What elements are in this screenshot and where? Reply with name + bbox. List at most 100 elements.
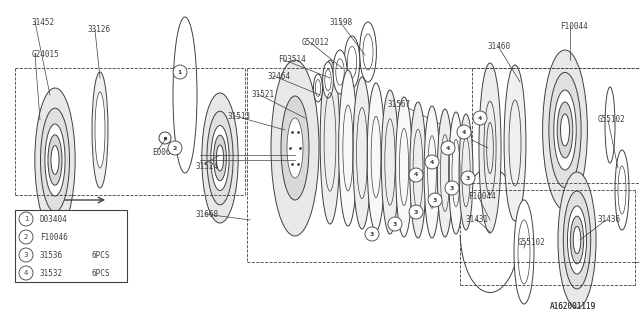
Text: 4: 4: [414, 172, 418, 178]
Ellipse shape: [35, 88, 75, 232]
Ellipse shape: [561, 114, 570, 146]
Ellipse shape: [568, 206, 586, 274]
Ellipse shape: [333, 50, 347, 94]
Ellipse shape: [40, 108, 70, 212]
Ellipse shape: [95, 92, 105, 168]
Text: 3: 3: [450, 186, 454, 190]
Ellipse shape: [558, 172, 596, 308]
Ellipse shape: [449, 112, 463, 234]
Ellipse shape: [543, 50, 588, 210]
Text: 4: 4: [446, 146, 450, 150]
Circle shape: [388, 217, 402, 231]
Text: 31436: 31436: [598, 215, 621, 224]
Text: 31536: 31536: [40, 251, 63, 260]
Text: 31431: 31431: [466, 215, 489, 224]
Circle shape: [457, 125, 471, 139]
Circle shape: [19, 248, 33, 262]
Text: 31668: 31668: [195, 210, 218, 219]
Circle shape: [173, 65, 187, 79]
Ellipse shape: [214, 135, 227, 181]
Text: 4: 4: [430, 159, 434, 164]
Text: 4: 4: [478, 116, 482, 121]
Ellipse shape: [320, 60, 340, 224]
Text: F10044: F10044: [468, 192, 496, 201]
Ellipse shape: [437, 109, 452, 237]
Ellipse shape: [51, 146, 59, 174]
Ellipse shape: [48, 135, 62, 185]
Text: E00612: E00612: [152, 148, 180, 157]
Ellipse shape: [424, 106, 440, 238]
Circle shape: [461, 171, 475, 185]
Circle shape: [428, 193, 442, 207]
Circle shape: [19, 266, 33, 280]
Text: 3: 3: [24, 252, 28, 258]
Text: 4: 4: [24, 270, 28, 276]
Text: 1: 1: [178, 69, 182, 75]
Text: F03514: F03514: [278, 55, 306, 64]
Ellipse shape: [459, 114, 473, 230]
Ellipse shape: [514, 200, 534, 304]
Ellipse shape: [396, 97, 412, 237]
Ellipse shape: [554, 90, 576, 170]
Text: 3: 3: [393, 221, 397, 227]
Text: G52012: G52012: [302, 38, 330, 47]
Text: 31524: 31524: [196, 162, 219, 171]
Circle shape: [168, 141, 182, 155]
Ellipse shape: [410, 102, 426, 238]
Ellipse shape: [159, 132, 171, 144]
Text: 31598: 31598: [330, 18, 353, 27]
Text: 31521: 31521: [252, 90, 275, 99]
Ellipse shape: [287, 118, 303, 178]
Text: 1: 1: [24, 216, 28, 222]
Text: A162001119: A162001119: [550, 302, 596, 311]
Ellipse shape: [271, 60, 319, 236]
Text: 3: 3: [433, 197, 437, 203]
Ellipse shape: [563, 191, 591, 289]
Ellipse shape: [339, 70, 357, 226]
Text: 33126: 33126: [88, 25, 111, 34]
Ellipse shape: [211, 125, 229, 190]
Text: G55102: G55102: [518, 238, 546, 247]
Text: F10044: F10044: [560, 22, 588, 31]
Circle shape: [409, 205, 423, 219]
Text: A162001119: A162001119: [550, 302, 596, 311]
Ellipse shape: [207, 111, 233, 205]
Text: 31452: 31452: [32, 18, 55, 27]
Ellipse shape: [479, 63, 501, 233]
Text: G24015: G24015: [32, 50, 60, 59]
Circle shape: [365, 227, 379, 241]
Text: 31513: 31513: [228, 112, 251, 121]
Ellipse shape: [281, 96, 309, 200]
Ellipse shape: [504, 65, 526, 221]
Ellipse shape: [549, 72, 581, 188]
Text: 3: 3: [466, 175, 470, 180]
Text: 31460: 31460: [488, 42, 511, 51]
Text: 6PCS: 6PCS: [92, 251, 111, 260]
Text: 31567: 31567: [388, 100, 411, 109]
Ellipse shape: [202, 93, 238, 223]
Ellipse shape: [314, 74, 323, 102]
Text: F10046: F10046: [40, 233, 68, 242]
Ellipse shape: [92, 72, 108, 188]
Ellipse shape: [381, 90, 399, 234]
Circle shape: [19, 212, 33, 226]
Ellipse shape: [367, 83, 385, 231]
Circle shape: [473, 111, 487, 125]
Ellipse shape: [573, 227, 581, 253]
Text: 2: 2: [24, 234, 28, 240]
Ellipse shape: [557, 102, 573, 158]
Circle shape: [409, 168, 423, 182]
Text: 3: 3: [414, 210, 418, 214]
Text: 4: 4: [462, 130, 466, 134]
Ellipse shape: [323, 62, 333, 98]
Circle shape: [441, 141, 455, 155]
Text: 6PCS: 6PCS: [92, 268, 111, 277]
Bar: [15, 210, 127, 282]
Text: G55102: G55102: [598, 115, 626, 124]
Ellipse shape: [353, 77, 371, 229]
Circle shape: [425, 155, 439, 169]
Text: FRONT: FRONT: [68, 210, 92, 216]
Ellipse shape: [216, 145, 223, 171]
Text: 2: 2: [173, 146, 177, 150]
Ellipse shape: [344, 36, 360, 88]
